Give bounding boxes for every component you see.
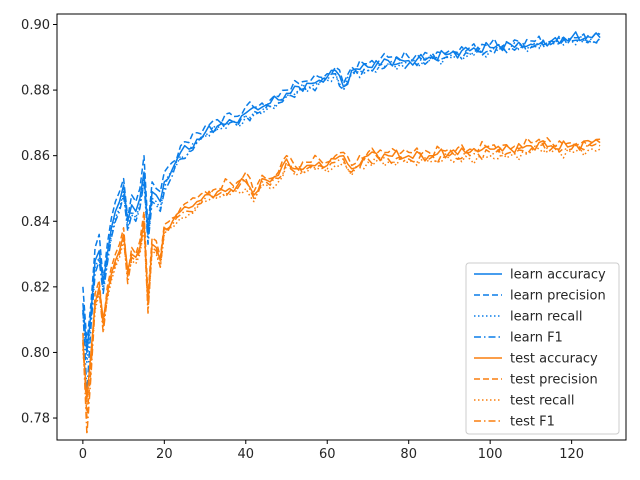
y-tick-label: 0.84 xyxy=(21,215,50,230)
y-tick-label: 0.90 xyxy=(21,18,50,33)
series-line-learn-recall xyxy=(82,34,601,364)
y-axis: 0.78 0.80 0.82 0.84 0.86 0.88 0.90 xyxy=(21,18,57,427)
legend-box xyxy=(465,262,620,435)
series-line-test-precision xyxy=(82,137,601,419)
x-tick-label: 120 xyxy=(559,447,584,462)
y-tick-label: 0.80 xyxy=(21,346,50,361)
series-line-learn-accuracy xyxy=(82,31,601,354)
x-tick-label: 20 xyxy=(156,447,173,462)
series-line-test-accuracy xyxy=(82,139,601,400)
legend-label: test accuracy xyxy=(510,352,598,367)
legend-label: test precision xyxy=(510,373,598,388)
x-tick-label: 40 xyxy=(238,447,255,462)
y-tick-label: 0.88 xyxy=(21,84,50,99)
legend-label: test F1 xyxy=(510,415,555,430)
legend-label: learn accuracy xyxy=(510,268,606,283)
x-tick-label: 0 xyxy=(79,447,87,462)
legend-label: learn F1 xyxy=(510,331,563,346)
plot-area xyxy=(82,31,601,436)
legend-label: learn recall xyxy=(510,310,582,325)
x-tick-label: 60 xyxy=(319,447,336,462)
legend-label: learn precision xyxy=(510,289,606,304)
series-line-learn-f1 xyxy=(82,34,601,393)
x-axis: 0 20 40 60 80 100 120 xyxy=(79,440,584,462)
y-tick-label: 0.82 xyxy=(21,280,50,295)
series-line-test-f1 xyxy=(82,142,601,436)
y-tick-label: 0.86 xyxy=(21,149,50,164)
legend: learn accuracy learn precision learn recal… xyxy=(465,262,620,435)
series-line-test-recall xyxy=(82,145,601,406)
x-tick-label: 100 xyxy=(478,447,503,462)
legend-label: test recall xyxy=(510,394,575,409)
y-tick-label: 0.78 xyxy=(21,412,50,427)
series-line-learn-precision xyxy=(82,31,601,344)
x-tick-label: 80 xyxy=(400,447,417,462)
axes-frame xyxy=(56,13,627,441)
